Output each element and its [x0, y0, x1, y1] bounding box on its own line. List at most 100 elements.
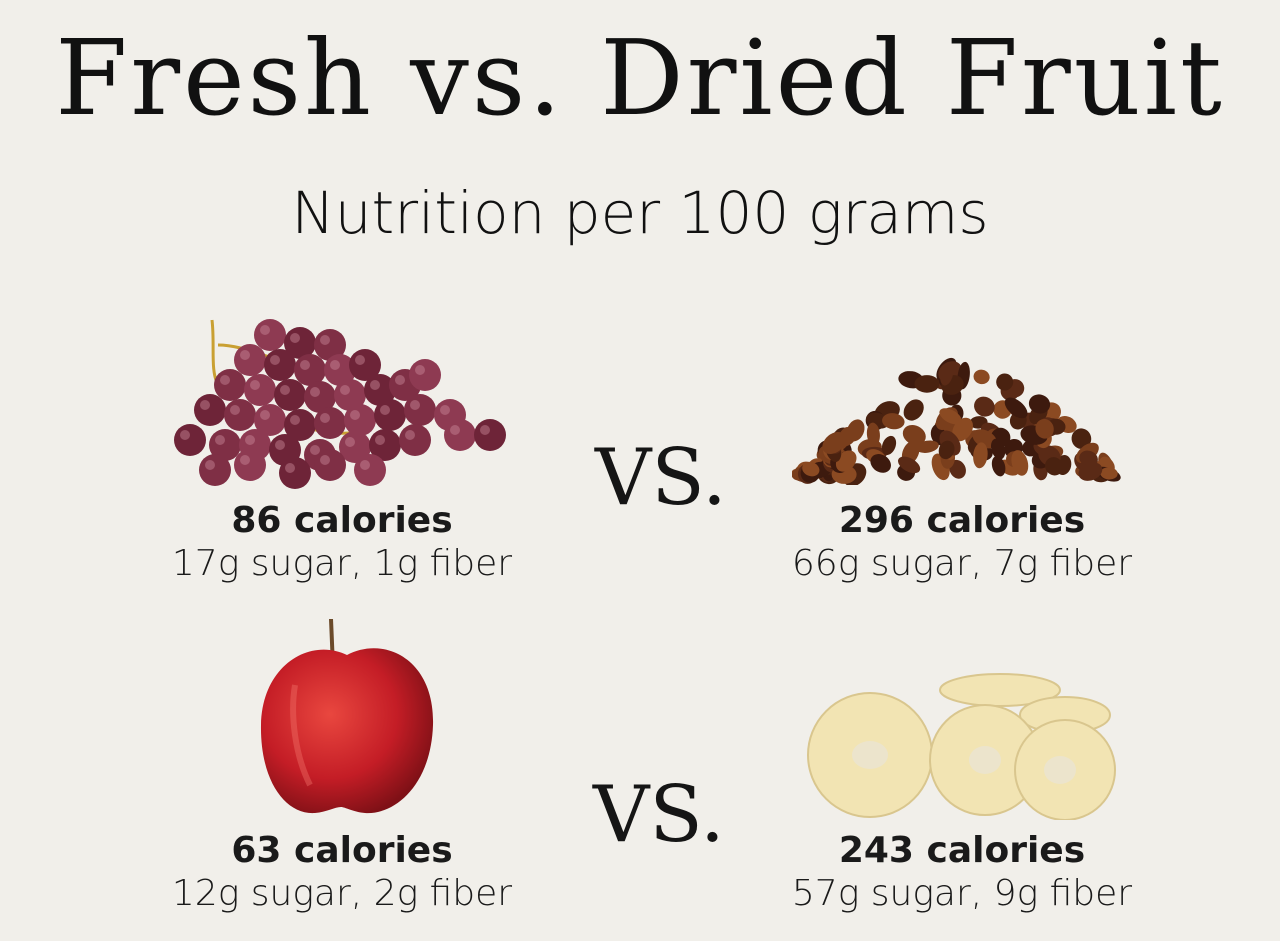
raisins-nutrients: 66g sugar, 7g fiber	[791, 543, 1133, 584]
raisin	[1071, 428, 1092, 449]
vs-label-2: VS.	[593, 770, 725, 860]
grape	[254, 319, 286, 351]
grapes-nutrients: 17g sugar, 1g fiber	[171, 543, 513, 584]
grape-highlight	[320, 335, 330, 345]
grape-highlight	[340, 385, 350, 395]
grape-highlight	[200, 400, 210, 410]
grape-highlight	[405, 430, 415, 440]
grape	[234, 449, 266, 481]
grape-highlight	[380, 405, 390, 415]
grape-highlight	[240, 350, 250, 360]
grape-highlight	[230, 405, 240, 415]
grape	[314, 329, 346, 361]
raisin	[938, 440, 955, 460]
raisins-nutrition: 296 calories 66g sugar, 7g fiber	[752, 500, 1172, 586]
grape-highlight	[180, 430, 190, 440]
raisin	[949, 459, 966, 479]
grape	[339, 431, 371, 463]
raisins-image	[792, 357, 1121, 485]
grape	[304, 381, 336, 413]
grape-highlight	[350, 410, 360, 420]
grapes-image	[174, 319, 506, 489]
grape	[314, 449, 346, 481]
grape-highlight	[245, 435, 255, 445]
grape	[284, 327, 316, 359]
raisin-pile	[792, 357, 1121, 485]
raisin	[940, 361, 954, 386]
raisin	[866, 422, 880, 446]
grape-highlight	[290, 415, 300, 425]
grape-highlight	[250, 380, 260, 390]
grape-highlight	[415, 365, 425, 375]
raisin	[914, 375, 940, 393]
grape-highlight	[355, 355, 365, 365]
apple-nutrition: 63 calories 12g sugar, 2g fiber	[132, 830, 552, 916]
grape-highlight	[375, 435, 385, 445]
raisin	[870, 454, 891, 473]
grape-highlight	[480, 425, 490, 435]
grape	[174, 424, 206, 456]
grapes-calories: 86 calories	[231, 500, 453, 541]
grape-bunch	[174, 319, 506, 489]
raisin	[996, 373, 1014, 391]
grape	[234, 344, 266, 376]
grape	[444, 419, 476, 451]
grape	[364, 374, 396, 406]
grape-highlight	[260, 325, 270, 335]
grape-highlight	[205, 460, 215, 470]
grape-highlight	[345, 437, 355, 447]
raisins-calories: 296 calories	[838, 500, 1086, 541]
grape	[254, 404, 286, 436]
raisin	[882, 413, 905, 430]
dried-apple-rings	[807, 673, 1116, 820]
dried-apple-rings-image	[807, 673, 1116, 820]
grapes-nutrition: 86 calories 17g sugar, 1g fiber	[132, 500, 552, 586]
grape-highlight	[395, 375, 405, 385]
grape	[244, 374, 276, 406]
grape	[324, 354, 356, 386]
grape-highlight	[440, 405, 450, 415]
grape-highlight	[310, 445, 320, 455]
grape	[399, 424, 431, 456]
raisin	[974, 396, 995, 417]
grape	[474, 419, 506, 451]
grape-highlight	[450, 425, 460, 435]
raisin	[991, 456, 1006, 477]
raisin	[902, 424, 926, 446]
raisin	[1028, 394, 1051, 414]
grape-highlight	[240, 455, 250, 465]
grape	[294, 354, 326, 386]
grape-highlight	[330, 360, 340, 370]
grape-highlight	[270, 355, 280, 365]
dried-apple-calories: 243 calories	[838, 830, 1086, 871]
raisin	[836, 432, 856, 447]
grape	[194, 394, 226, 426]
apple-calories: 63 calories	[231, 830, 453, 871]
raisin	[1035, 418, 1054, 439]
page-subtitle: Nutrition per 100 grams	[291, 179, 989, 247]
grape-highlight	[275, 440, 285, 450]
raisin	[1078, 462, 1103, 481]
grape	[314, 407, 346, 439]
vs-label-1: VS.	[595, 433, 727, 523]
grape-highlight	[370, 380, 380, 390]
raisin	[1045, 457, 1063, 476]
dried-apple-nutrients: 57g sugar, 9g fiber	[791, 873, 1133, 914]
dried-apple-nutrition: 243 calories 57g sugar, 9g fiber	[752, 830, 1172, 916]
grape	[334, 379, 366, 411]
grape	[354, 454, 386, 486]
raisin	[952, 417, 973, 442]
grape-highlight	[220, 375, 230, 385]
raisin	[903, 399, 924, 421]
grape	[409, 359, 441, 391]
raisin	[939, 408, 962, 425]
raisin	[881, 435, 897, 455]
grape-highlight	[310, 387, 320, 397]
raisin	[1011, 450, 1029, 476]
grape-highlight	[280, 385, 290, 395]
apple-body	[260, 648, 434, 814]
apple-image	[260, 619, 434, 814]
grape	[404, 394, 436, 426]
grape-highlight	[360, 460, 370, 470]
grape-highlight	[290, 333, 300, 343]
